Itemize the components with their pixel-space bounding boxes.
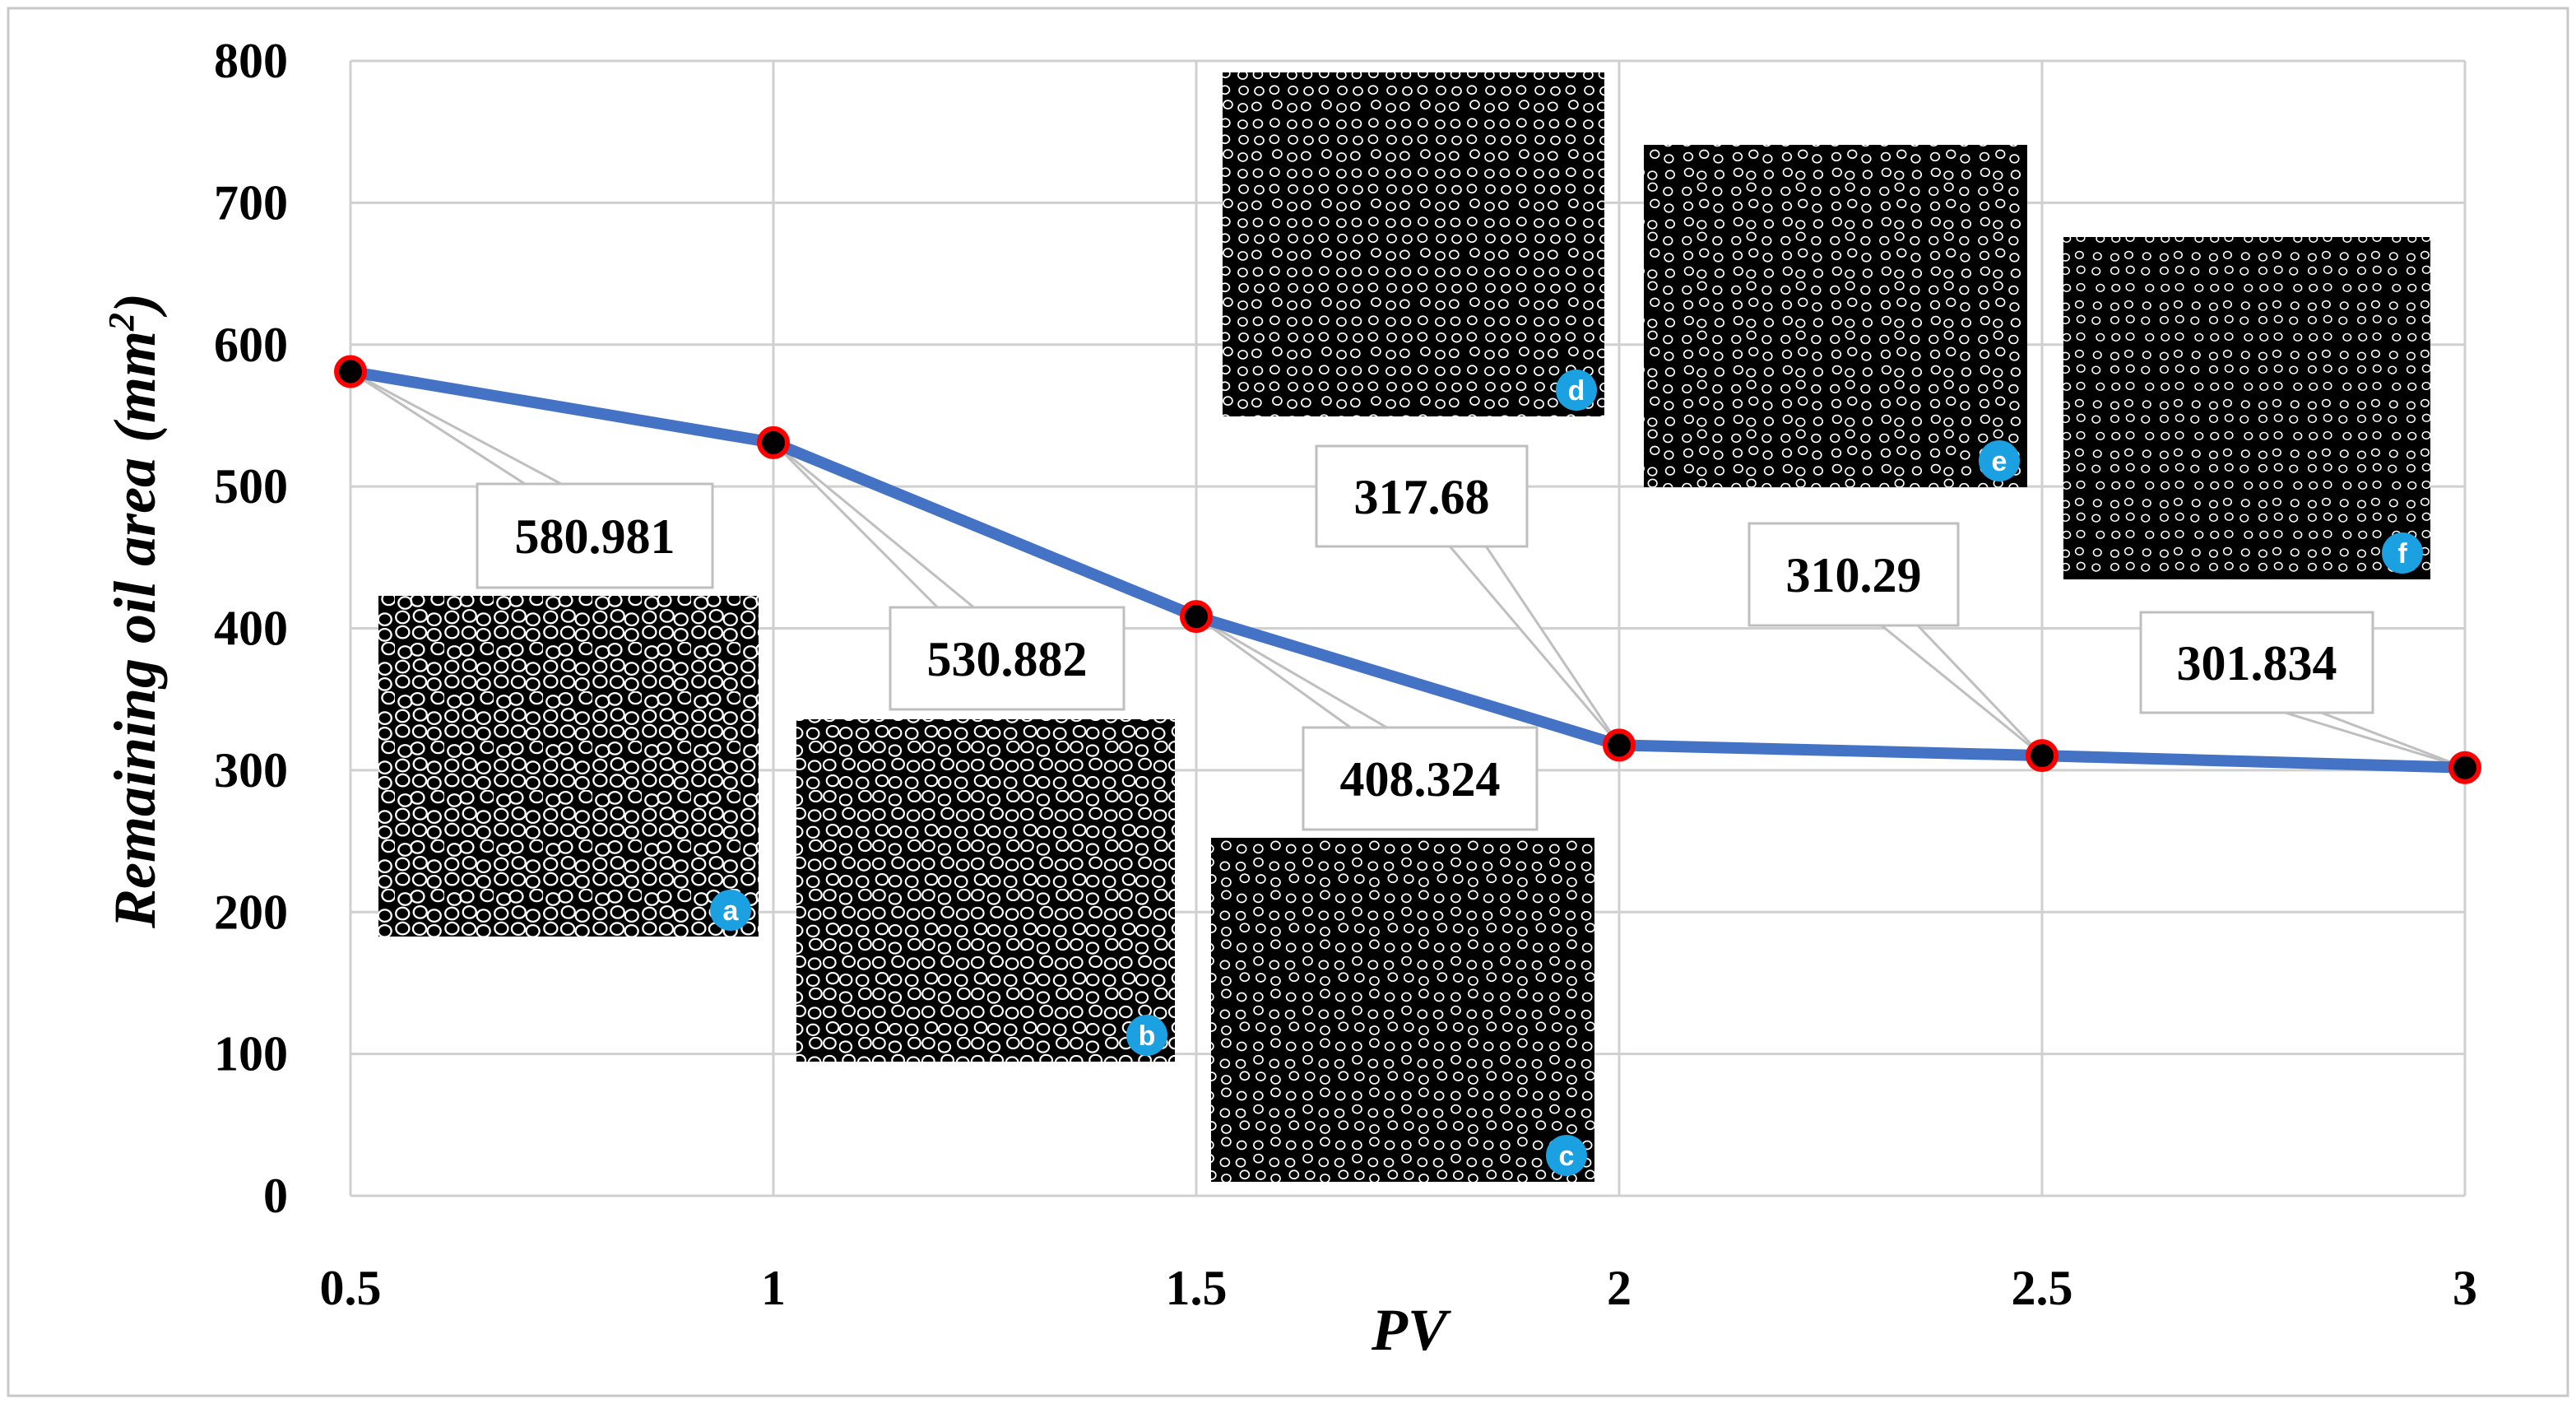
data-point — [2026, 739, 2058, 773]
data-label: 408.324 — [1340, 752, 1501, 807]
x-axis-title: PV — [1371, 1297, 1451, 1363]
inset-letter: c — [1559, 1141, 1575, 1172]
data-label-box — [889, 606, 1126, 711]
data-label-box — [1315, 444, 1529, 548]
inset-letter: e — [1992, 446, 2007, 477]
inset-letter: a — [723, 895, 740, 927]
axis-tick-labels: 0 100 200 300 400 500 600 700 800 0.5 1 1.5 2 2.5 3 — [214, 34, 2477, 1315]
data-label-box — [1302, 726, 1539, 831]
data-label-box — [2139, 611, 2374, 714]
y-tick-label: 400 — [214, 602, 288, 656]
porous-media-insets: a b c d e f — [378, 72, 2430, 1182]
x-tick-label: 2.5 — [2012, 1261, 2073, 1315]
inset-letter: f — [2397, 538, 2407, 570]
data-point — [757, 425, 790, 459]
y-tick-label: 100 — [214, 1027, 288, 1081]
inset-micrograph — [1644, 145, 2027, 487]
y-tick-label: 200 — [214, 885, 288, 939]
y-axis-title-main: Remaining oil area (mm — [102, 331, 168, 929]
x-tick-label: 0.5 — [320, 1261, 382, 1315]
data-point — [334, 355, 367, 388]
y-tick-label: 300 — [214, 743, 288, 797]
y-axis-title-sup: 2 — [101, 313, 142, 332]
inset-badge — [1126, 1015, 1167, 1056]
data-label: 530.882 — [927, 632, 1088, 686]
series-line — [349, 365, 2466, 774]
x-tick-label: 3 — [2453, 1261, 2477, 1315]
y-tick-label: 0 — [263, 1169, 288, 1223]
y-tick-label: 500 — [214, 459, 288, 514]
data-labels: 580.981 530.882 408.324 317.68 310.29 301.834 — [476, 444, 2374, 831]
inset-micrograph — [2063, 237, 2430, 579]
series-line-layer — [334, 355, 2481, 784]
inset-badge — [1556, 370, 1597, 411]
x-tick-label: 1 — [761, 1261, 786, 1315]
inset-micrograph — [796, 719, 1175, 1062]
data-label: 580.981 — [515, 509, 675, 564]
inset-micrograph — [1211, 838, 1594, 1182]
inset-badge — [1546, 1135, 1587, 1176]
inset-micrograph — [1223, 72, 1604, 416]
inset-micrograph — [378, 596, 759, 937]
y-tick-label: 800 — [214, 34, 288, 88]
data-label: 310.29 — [1786, 548, 1922, 602]
y-tick-label: 700 — [214, 175, 288, 230]
inset-badge — [2382, 532, 2423, 574]
inset-letter: b — [1139, 1020, 1156, 1052]
data-point — [1180, 600, 1213, 634]
data-label: 301.834 — [2177, 636, 2337, 690]
data-point — [1603, 728, 1636, 762]
x-tick-label: 1.5 — [1166, 1261, 1228, 1315]
y-tick-label: 600 — [214, 318, 288, 372]
x-tick-label: 2 — [1607, 1261, 1631, 1315]
data-label: 317.68 — [1354, 470, 1490, 524]
data-label-box — [476, 482, 714, 589]
y-axis-title: Remaining oil area (mm2) — [101, 293, 168, 929]
inset-badge — [1979, 440, 2020, 481]
data-label-box — [1748, 522, 1960, 627]
data-point — [2448, 751, 2481, 784]
inset-letter: d — [1568, 375, 1585, 407]
inset-badge — [710, 890, 751, 931]
